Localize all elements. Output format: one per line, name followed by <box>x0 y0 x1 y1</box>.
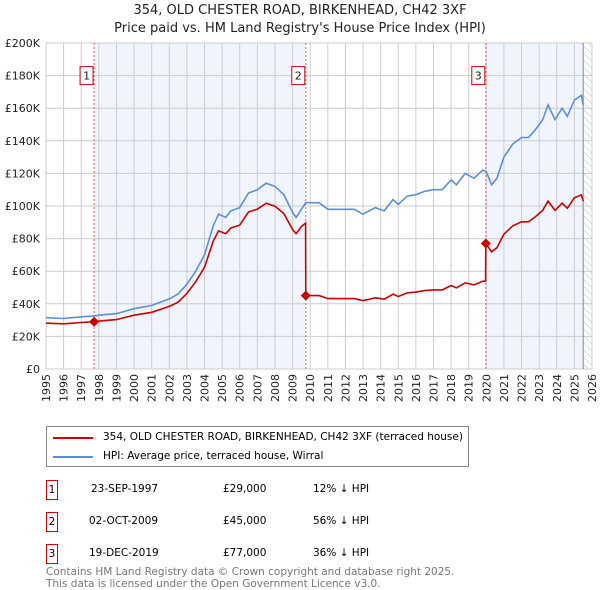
sale-label: 1 <box>83 70 90 83</box>
sale-date: 19-DEC-2019 <box>89 547 159 559</box>
sale-price: £29,000 <box>223 483 267 495</box>
sale-number: 2 <box>46 512 58 532</box>
price-chart: 1995 1996 1997 1998 1999 2000 2001 2002 2003 2004… <box>5 37 599 402</box>
y-tick-label: £140K <box>5 135 41 148</box>
x-tick-label: 1995 <box>40 374 53 402</box>
x-tick-label: 1999 <box>110 374 123 402</box>
x-tick-label: 2008 <box>269 374 282 402</box>
chart-title: 354, OLD CHESTER ROAD, BIRKENHEAD, CH42 … <box>133 3 467 18</box>
legend-entry-hpi: HPI: Average price, terraced house, Wirr… <box>53 450 323 463</box>
legend-entry-property: 354, OLD CHESTER ROAD, BIRKENHEAD, CH42 … <box>53 431 463 444</box>
sale-date: 02-OCT-2009 <box>89 515 158 527</box>
y-tick-label: £80K <box>12 233 41 246</box>
legend-label: 354, OLD CHESTER ROAD, BIRKENHEAD, CH42 … <box>103 431 463 443</box>
x-tick-label: 2021 <box>498 374 511 402</box>
sale-row: 3 19-DEC-2019 £77,000 36% ↓ HPI <box>46 544 546 564</box>
x-tick-label: 1998 <box>93 374 106 402</box>
sale-price: £77,000 <box>223 547 267 559</box>
y-tick-label: £200K <box>5 37 41 50</box>
sale-label-box <box>471 66 486 86</box>
y-tick-label: £20K <box>12 330 41 343</box>
x-tick-label: 2015 <box>392 374 405 402</box>
sale-date: 23-SEP-1997 <box>91 483 159 495</box>
x-tick-label: 2012 <box>339 374 352 402</box>
sale-number: 1 <box>46 480 58 500</box>
hpi-line <box>45 93 584 320</box>
y-tick-label: £120K <box>5 167 41 180</box>
legend-swatch-blue <box>53 455 93 458</box>
sale-row: 1 23-SEP-1997 £29,000 12% ↓ HPI <box>46 480 546 500</box>
legend-label: HPI: Average price, terraced house, Wirr… <box>103 450 324 462</box>
legend-swatch-red <box>53 436 93 439</box>
property-price-line <box>45 193 584 325</box>
sale-price: £45,000 <box>223 515 267 527</box>
x-tick-label: 2007 <box>251 374 264 402</box>
y-tick-label: £100K <box>5 200 41 213</box>
x-tick-label: 2024 <box>551 374 564 402</box>
x-tick-label: 2019 <box>463 374 476 402</box>
sale-hpi-diff: 36% ↓ HPI <box>313 547 370 559</box>
sale-label-box <box>291 66 306 86</box>
x-tick-label: 2016 <box>410 374 423 402</box>
x-tick-label: 2014 <box>375 374 388 402</box>
sale-label-box <box>79 66 94 86</box>
x-tick-label: 1997 <box>75 374 88 402</box>
x-tick-label: 2020 <box>480 374 493 402</box>
sale-point <box>89 316 100 327</box>
x-tick-label: 2026 <box>586 374 599 402</box>
y-tick-label: £60K <box>12 265 41 278</box>
x-tick-label: 2011 <box>322 374 335 402</box>
sale-hpi-diff: 12% ↓ HPI <box>313 483 370 495</box>
x-tick-label: 2004 <box>199 374 212 402</box>
legend: 354, OLD CHESTER ROAD, BIRKENHEAD, CH42 … <box>46 426 469 467</box>
sale-number: 3 <box>46 544 58 564</box>
x-tick-label: 2005 <box>216 374 229 402</box>
sale-point <box>480 238 491 249</box>
footer-licence: This data is licensed under the Open Gov… <box>46 578 381 590</box>
sale-label: 2 <box>295 70 302 83</box>
y-tick-label: £0 <box>26 363 40 376</box>
x-tick-label: 2009 <box>287 374 300 402</box>
x-tick-label: 2025 <box>568 374 581 402</box>
x-tick-label: 2017 <box>427 374 440 402</box>
x-tick-label: 2000 <box>128 374 141 402</box>
x-tick-label: 2013 <box>357 374 370 402</box>
footer-copyright: Contains HM Land Registry data © Crown c… <box>46 566 455 578</box>
x-tick-label: 2001 <box>146 374 159 402</box>
x-tick-label: 2018 <box>445 374 458 402</box>
sale-hpi-diff: 56% ↓ HPI <box>313 515 370 527</box>
x-tick-label: 2002 <box>163 374 176 402</box>
sale-row: 2 02-OCT-2009 £45,000 56% ↓ HPI <box>46 512 546 532</box>
y-tick-label: £160K <box>5 102 41 115</box>
sale-point <box>300 290 311 301</box>
x-tick-label: 2003 <box>181 374 194 402</box>
x-tick-label: 2010 <box>304 374 317 402</box>
chart-subtitle: Price paid vs. HM Land Registry's House … <box>114 21 486 36</box>
x-tick-label: 2023 <box>533 374 546 402</box>
x-tick-label: 1996 <box>58 374 71 402</box>
sale-label: 3 <box>475 70 482 83</box>
y-tick-label: £40K <box>12 298 41 311</box>
x-tick-label: 2022 <box>516 374 529 402</box>
y-tick-label: £180K <box>5 70 41 83</box>
x-tick-label: 2006 <box>234 374 247 402</box>
